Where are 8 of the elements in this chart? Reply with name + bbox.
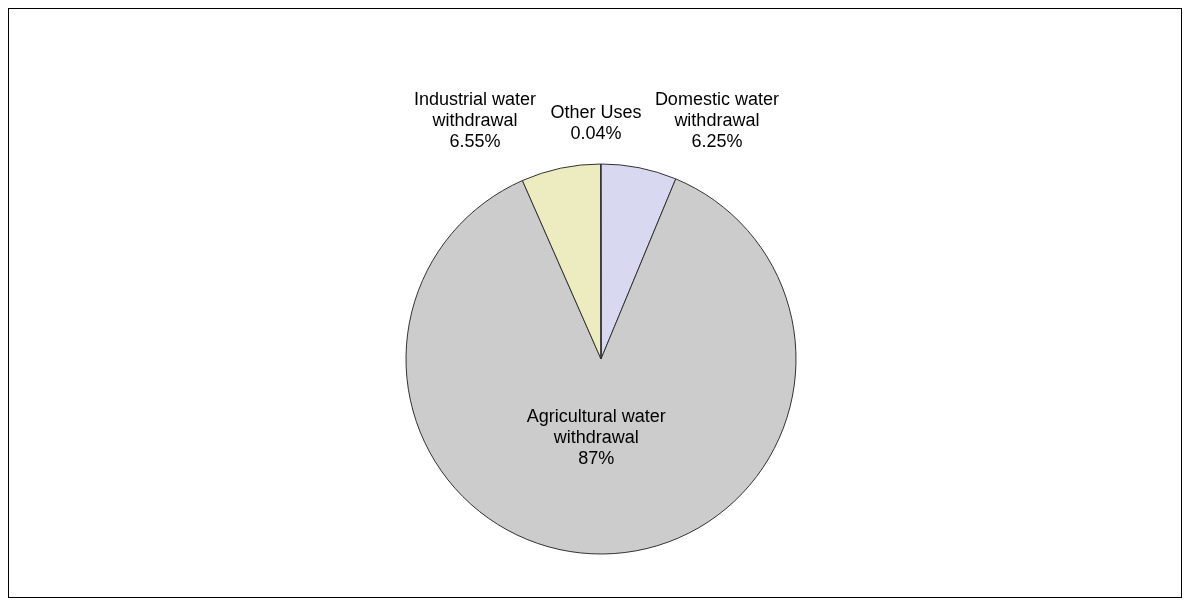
data-label: 0.04% — [570, 123, 622, 143]
slice-label: Other Uses — [550, 102, 642, 122]
slice-label: Domestic water withdrawal — [654, 89, 779, 130]
slice-label: Agricultural water withdrawal — [526, 406, 666, 448]
data-label: 6.25% — [691, 131, 743, 151]
slice-label: Industrial water withdrawal — [414, 89, 537, 130]
data-label: 6.55% — [449, 131, 501, 151]
data-label: 87% — [578, 448, 615, 469]
